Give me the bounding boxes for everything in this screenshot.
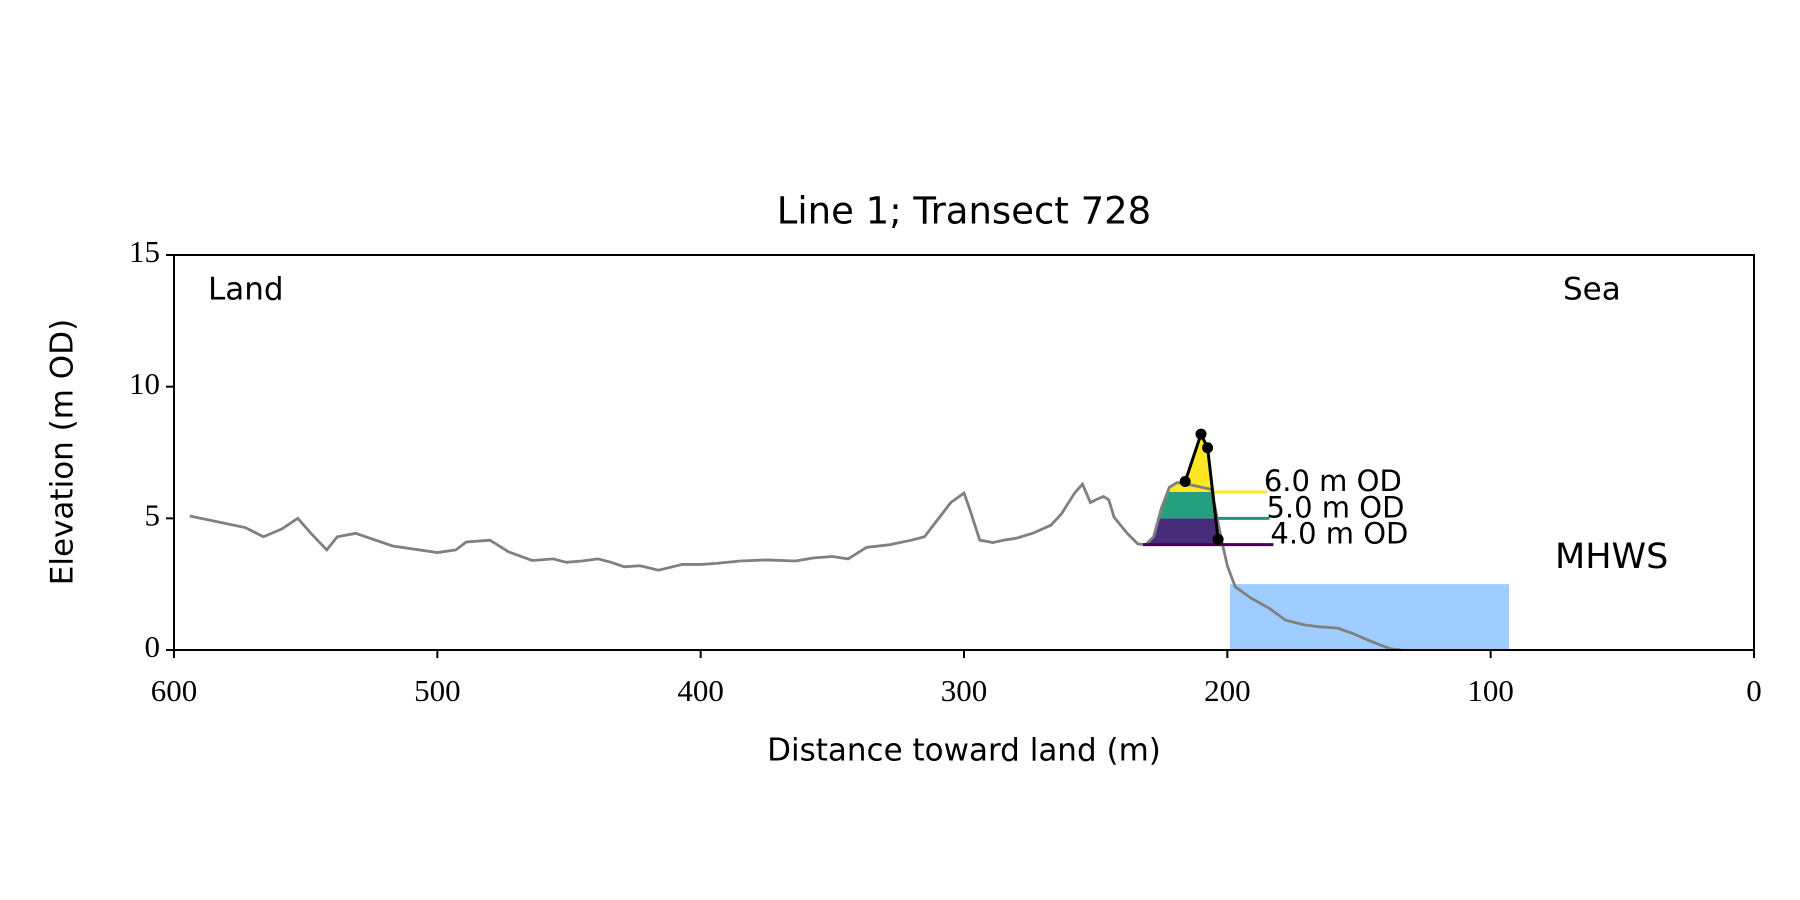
y-tick-label: 0 — [145, 629, 161, 664]
y-axis-label: Elevation (m OD) — [45, 319, 81, 585]
dune-band — [1145, 518, 1219, 545]
y-tick-label: 5 — [145, 497, 161, 532]
y-tick-label: 10 — [129, 366, 160, 401]
crest-point — [1195, 428, 1207, 440]
y-tick-label: 15 — [129, 234, 160, 269]
crest-point — [1212, 533, 1224, 545]
x-axis-label: Distance toward land (m) — [767, 733, 1161, 769]
level-label: 5.0 m OD — [1266, 490, 1404, 524]
x-tick-label: 0 — [1746, 673, 1762, 708]
dune-band — [1158, 492, 1216, 519]
axes-frame — [173, 254, 1755, 651]
dune-band — [1167, 434, 1213, 492]
x-tick-label: 400 — [677, 673, 724, 708]
line-series — [189, 481, 1402, 650]
crest-point — [1202, 442, 1214, 454]
chart-title: Line 1; Transect 728 — [777, 190, 1151, 233]
mhws-label: MHWS — [1555, 537, 1668, 577]
x-tick-label: 300 — [941, 673, 988, 708]
x-tick-label: 600 — [151, 673, 198, 708]
annotation: Land — [208, 272, 284, 308]
x-tick-label: 100 — [1467, 673, 1514, 708]
level-label: 4.0 m OD — [1270, 517, 1408, 551]
level-label: 6.0 m OD — [1264, 464, 1402, 498]
mhws-area — [1229, 584, 1510, 650]
line-series — [1183, 430, 1220, 540]
x-tick-label: 200 — [1204, 673, 1251, 708]
crest-point — [1179, 475, 1191, 487]
annotation: Sea — [1563, 272, 1621, 308]
x-tick-label: 500 — [414, 673, 461, 708]
